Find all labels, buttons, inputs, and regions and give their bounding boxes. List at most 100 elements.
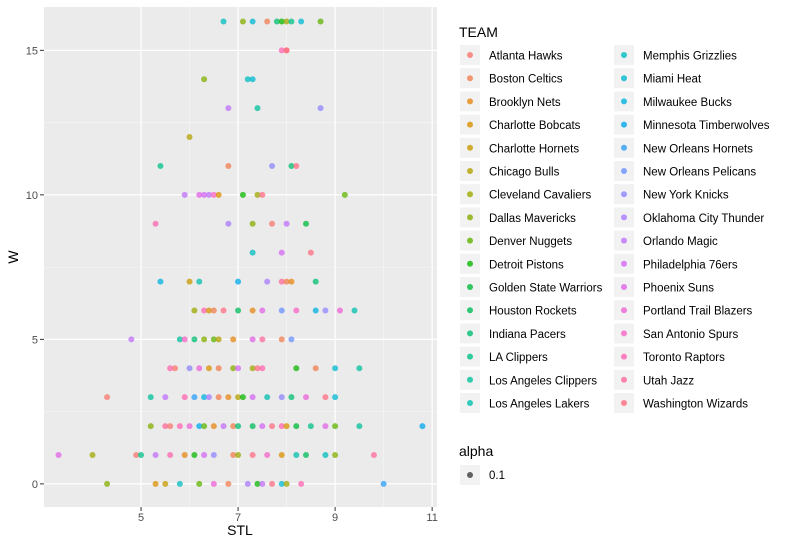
legend-label: Brooklyn Nets xyxy=(489,97,561,109)
data-point xyxy=(162,423,169,430)
data-point xyxy=(356,365,363,372)
data-point xyxy=(205,365,212,372)
data-point xyxy=(288,336,295,343)
data-point xyxy=(249,307,256,314)
plot-panel xyxy=(44,7,437,507)
data-point xyxy=(249,220,256,227)
data-point xyxy=(210,307,217,314)
data-point xyxy=(89,451,96,458)
data-point xyxy=(264,18,271,25)
data-point xyxy=(283,480,290,487)
team-legend: Atlanta Hawks Boston Celtics Brooklyn Nets… xyxy=(460,45,770,413)
data-point xyxy=(278,394,285,401)
legend-label: Oklahoma City Thunder xyxy=(643,213,764,225)
legend-label: Philadelphia 76ers xyxy=(643,259,738,271)
data-point xyxy=(147,394,154,401)
data-point xyxy=(278,451,285,458)
legend-label: Memphis Grizzlies xyxy=(643,51,737,63)
data-point xyxy=(210,451,217,458)
y-tick-label: 15 xyxy=(26,45,38,57)
data-point xyxy=(104,394,111,401)
legend-point xyxy=(621,284,627,290)
legend-point xyxy=(621,330,627,337)
data-point xyxy=(191,451,198,458)
legend-point xyxy=(467,168,473,174)
data-point xyxy=(307,249,314,256)
data-point xyxy=(317,18,324,25)
data-point xyxy=(380,480,387,487)
data-point xyxy=(293,451,300,458)
data-point xyxy=(254,480,261,487)
data-point xyxy=(259,336,266,343)
legend-point xyxy=(467,307,473,314)
data-point xyxy=(249,423,256,430)
alpha-legend-title: alpha xyxy=(459,443,493,459)
legend-point xyxy=(621,98,627,105)
data-point xyxy=(259,191,266,198)
legend-point xyxy=(621,400,627,406)
x-tick-label: 7 xyxy=(235,512,241,524)
y-tick-label: 5 xyxy=(32,334,38,346)
data-point xyxy=(205,394,212,401)
data-point xyxy=(225,105,232,112)
data-point xyxy=(293,365,300,372)
x-axis-ticks: 5 7 9 11 xyxy=(138,507,438,524)
data-point xyxy=(278,480,285,487)
legend-label: Chicago Bulls xyxy=(489,167,560,179)
data-point xyxy=(303,451,309,458)
legend-point xyxy=(467,214,473,221)
legend-point xyxy=(621,353,627,360)
data-point xyxy=(288,18,295,25)
data-point xyxy=(254,365,261,372)
data-point xyxy=(201,423,208,430)
data-point xyxy=(191,394,198,401)
data-point xyxy=(225,394,232,401)
data-point xyxy=(181,394,188,401)
data-point xyxy=(298,480,305,487)
data-point xyxy=(152,220,159,227)
data-point xyxy=(191,307,198,314)
legend-point xyxy=(621,376,627,383)
legend-point xyxy=(621,168,627,174)
data-point xyxy=(235,307,242,314)
data-point xyxy=(351,307,358,314)
legend-label: LA Clippers xyxy=(489,352,548,364)
data-point xyxy=(419,423,426,430)
alpha-legend-point xyxy=(467,472,473,478)
data-point xyxy=(336,307,343,314)
data-point xyxy=(239,394,246,401)
data-point xyxy=(172,365,178,372)
data-point xyxy=(317,105,324,112)
data-point xyxy=(55,451,62,458)
data-point xyxy=(235,278,242,285)
data-point xyxy=(278,307,285,314)
data-point xyxy=(259,480,266,487)
data-point xyxy=(230,365,237,372)
data-point xyxy=(293,162,300,169)
data-point xyxy=(278,249,285,256)
data-point xyxy=(283,278,290,285)
data-point xyxy=(235,451,242,458)
x-tick-label: 11 xyxy=(426,512,437,524)
legend-label: New Orleans Hornets xyxy=(643,143,753,155)
data-point xyxy=(322,394,329,401)
data-point xyxy=(249,249,256,256)
legend-label: Utah Jazz xyxy=(643,375,694,387)
data-point xyxy=(269,162,276,169)
y-tick-label: 10 xyxy=(26,190,38,202)
legend-label: Charlotte Hornets xyxy=(489,143,579,155)
data-point xyxy=(283,423,290,430)
data-point xyxy=(167,365,174,372)
data-point xyxy=(239,18,246,25)
legend-point xyxy=(621,214,627,221)
y-tick-label: 0 xyxy=(32,479,38,491)
data-point xyxy=(259,307,266,314)
data-point xyxy=(254,191,261,198)
legend-point xyxy=(621,307,627,314)
data-point xyxy=(176,336,183,343)
data-point xyxy=(128,336,135,343)
data-point xyxy=(307,423,314,430)
data-point xyxy=(322,307,329,314)
data-point xyxy=(249,336,256,343)
data-point xyxy=(332,365,339,372)
